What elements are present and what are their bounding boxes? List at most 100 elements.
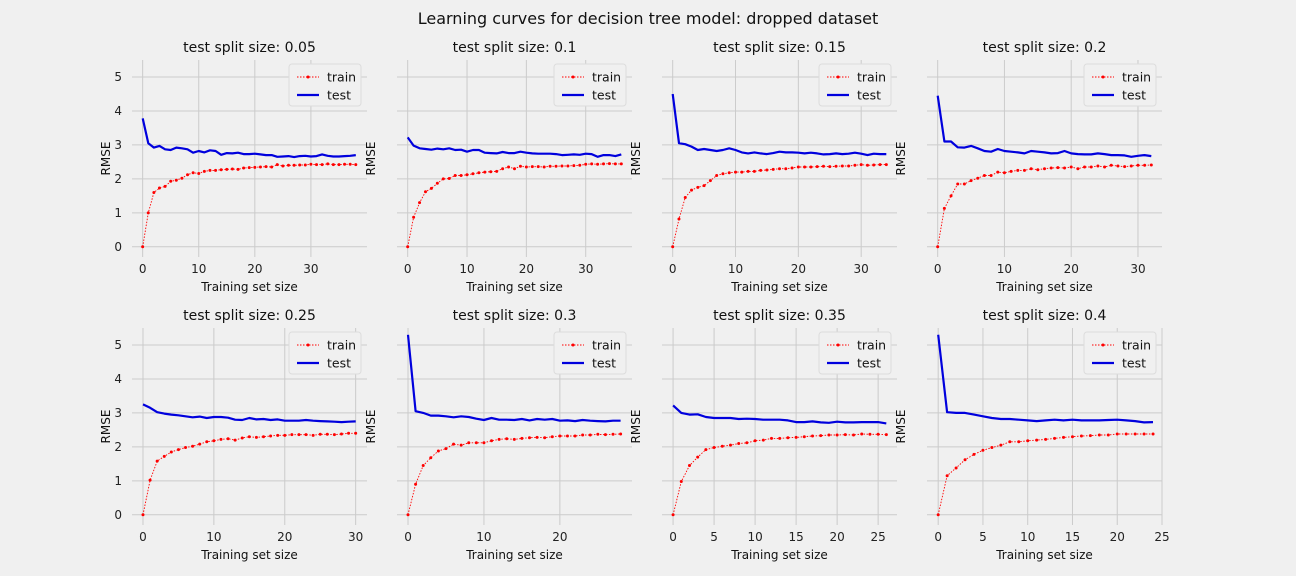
- train-point: [761, 438, 765, 442]
- train-point: [276, 433, 280, 437]
- train-point: [1124, 432, 1128, 436]
- x-tick-label: 20: [791, 262, 806, 276]
- train-point: [435, 181, 439, 185]
- train-point: [872, 163, 876, 167]
- train-point: [1079, 434, 1083, 438]
- train-point: [696, 455, 700, 459]
- x-tick-label: 0: [404, 262, 412, 276]
- legend-test-label: test: [857, 356, 881, 371]
- train-point: [596, 432, 600, 436]
- train-point: [859, 163, 863, 167]
- train-point: [671, 513, 675, 517]
- train-point: [304, 433, 308, 437]
- train-series-line: [142, 432, 356, 515]
- legend-train-marker: [571, 75, 575, 79]
- train-point: [708, 179, 712, 183]
- train-point: [303, 163, 307, 167]
- x-axis-label: Training set size: [730, 548, 828, 562]
- legend-train-marker: [306, 75, 310, 79]
- train-point: [784, 167, 788, 171]
- train-point: [414, 482, 418, 486]
- test-series-line: [142, 403, 356, 424]
- train-point: [853, 163, 857, 167]
- train-point: [512, 437, 516, 441]
- x-tick-label: 10: [997, 262, 1012, 276]
- train-point: [566, 164, 570, 168]
- train-point: [811, 434, 815, 438]
- legend: train test: [818, 63, 892, 107]
- train-series-line: [672, 164, 887, 247]
- train-point: [275, 163, 279, 167]
- train-point: [969, 179, 973, 183]
- legend-test-label: test: [327, 356, 351, 371]
- train-point: [186, 173, 190, 177]
- train-point: [459, 173, 463, 177]
- legend: train test: [818, 331, 892, 375]
- x-tick-label: 30: [303, 262, 318, 276]
- y-tick-label: 3: [114, 138, 122, 152]
- train-point: [1097, 433, 1101, 437]
- train-point: [884, 433, 888, 437]
- x-tick-label: 20: [247, 262, 262, 276]
- y-tick-label: 5: [114, 70, 122, 84]
- train-point: [219, 437, 223, 441]
- test-series-line: [406, 334, 621, 423]
- x-axis-label: Training set size: [200, 548, 298, 562]
- legend-train-label: train: [327, 338, 356, 353]
- train-point: [550, 435, 554, 439]
- train-point: [325, 432, 329, 436]
- x-tick-label: 0: [669, 530, 677, 544]
- x-tick-label: 5: [710, 530, 718, 544]
- subplot-8: 0 5 10 15 20 25 test split size: 0.4 Training s…: [894, 308, 1170, 562]
- legend-test-label: test: [592, 88, 616, 103]
- x-tick-label: 25: [870, 530, 885, 544]
- train-point: [348, 162, 352, 166]
- legend-train-label: train: [1122, 338, 1151, 353]
- train-point: [963, 458, 967, 462]
- train-point: [191, 444, 195, 448]
- train-point: [501, 167, 505, 171]
- train-point: [343, 162, 347, 166]
- train-point: [542, 165, 546, 169]
- train-point: [554, 164, 558, 168]
- x-tick-label: 30: [578, 262, 593, 276]
- y-axis-label: RMSE: [364, 410, 378, 444]
- train-point: [483, 170, 487, 174]
- train-point: [1115, 432, 1119, 436]
- train-point: [412, 215, 416, 219]
- train-point: [835, 433, 839, 437]
- subplot-title: test split size: 0.4: [983, 308, 1107, 324]
- y-tick-label: 4: [114, 104, 122, 118]
- train-point: [1053, 436, 1057, 440]
- train-point: [418, 201, 422, 205]
- subplot-7: 0 5 10 15 20 25 test split size: 0.35 Training …: [629, 308, 897, 562]
- legend-train-label: train: [1122, 70, 1151, 85]
- x-tick-label: 0: [934, 262, 942, 276]
- train-point: [602, 162, 606, 166]
- train-point: [1049, 166, 1053, 170]
- train-point: [1036, 168, 1040, 172]
- train-point: [176, 448, 180, 452]
- train-point: [679, 480, 683, 484]
- legend-train-label: train: [857, 70, 886, 85]
- train-point: [225, 167, 229, 171]
- subplot-1: 0 10 20 30 0 1 2 3 4 5 test split size: 0.05 Traini…: [99, 40, 367, 294]
- train-point: [447, 177, 451, 181]
- train-point: [298, 163, 302, 167]
- x-axis-label: Training set size: [995, 280, 1093, 294]
- train-point: [949, 194, 953, 198]
- y-axis-label: RMSE: [629, 142, 643, 176]
- train-point: [1009, 169, 1013, 173]
- train-point: [332, 433, 336, 437]
- train-point: [157, 186, 161, 190]
- legend-train-label: train: [327, 70, 356, 85]
- train-point: [311, 433, 315, 437]
- train-point: [690, 188, 694, 192]
- train-point: [972, 452, 976, 456]
- legend-train-marker: [1101, 75, 1105, 79]
- train-point: [588, 433, 592, 437]
- train-point: [578, 163, 582, 167]
- train-point: [315, 163, 319, 167]
- train-point: [214, 168, 218, 172]
- train-point: [999, 443, 1003, 447]
